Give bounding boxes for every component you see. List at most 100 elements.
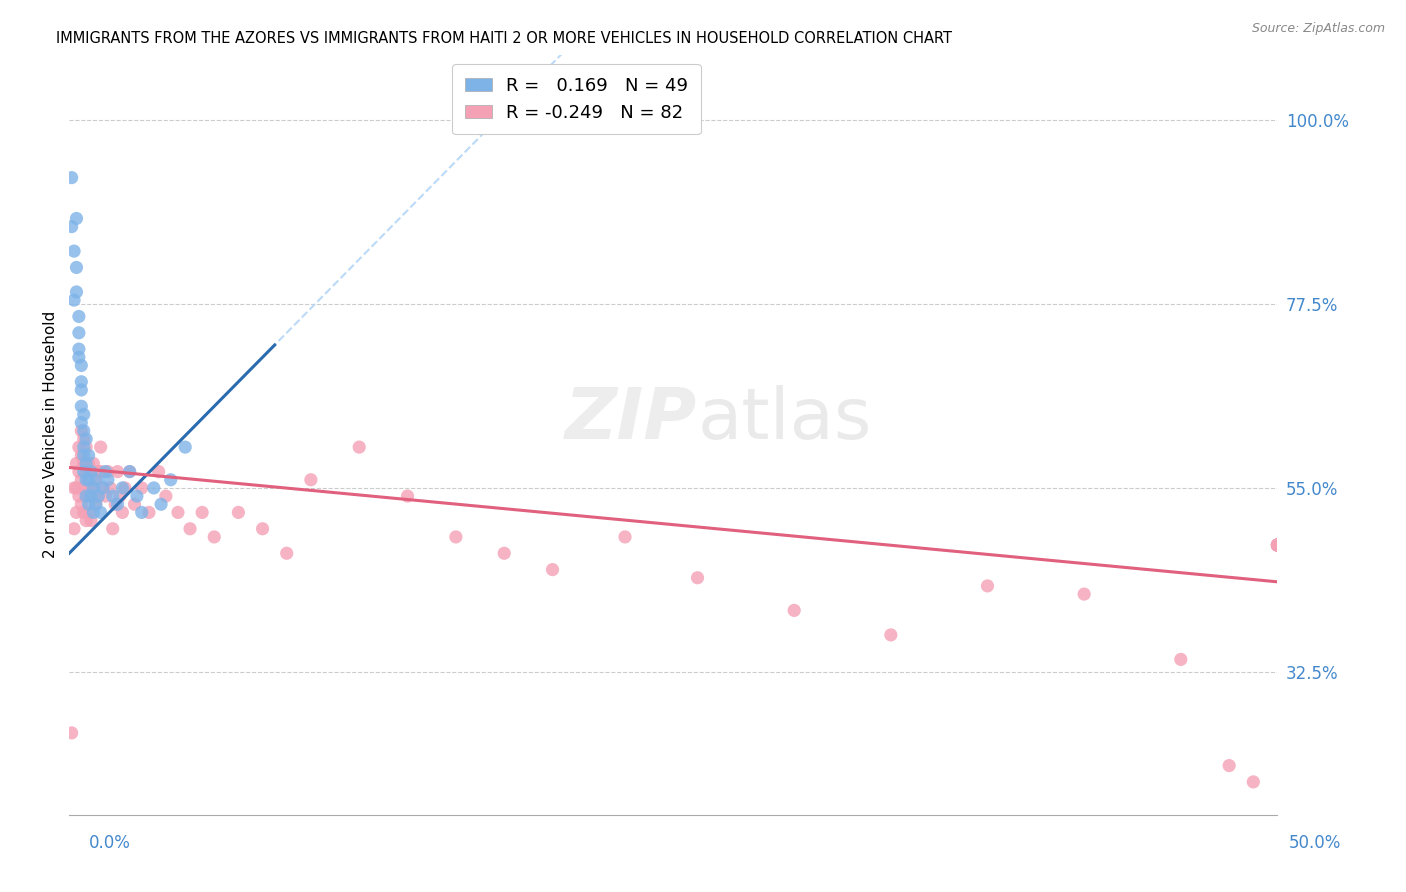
Point [1267,538,1289,552]
Point [1267,538,1289,552]
Text: 0.0%: 0.0% [89,834,131,852]
Point [98,481,121,495]
Point [63,244,86,259]
Point [118,465,141,479]
Point [63,481,86,495]
Point [65,285,87,299]
Point [84,497,107,511]
Point [63,293,86,307]
Point [1170,652,1192,666]
Point [65,211,87,226]
Point [75,440,97,454]
Point [84,473,107,487]
Point [111,481,134,495]
Point [67,342,90,356]
Point [976,579,998,593]
Point [60,170,83,185]
Point [1267,538,1289,552]
Point [77,497,100,511]
Point [73,465,96,479]
Point [1218,758,1240,772]
Point [1267,538,1289,552]
Point [179,522,201,536]
Point [75,514,97,528]
Point [87,465,110,479]
Point [70,424,93,438]
Point [67,440,90,454]
Point [73,440,96,454]
Point [111,505,134,519]
Point [783,603,806,617]
Point [77,505,100,519]
Point [299,473,322,487]
Point [1267,538,1289,552]
Point [138,505,160,519]
Text: ZIP: ZIP [565,385,697,454]
Point [75,489,97,503]
Point [65,481,87,495]
Point [80,465,103,479]
Y-axis label: 2 or more Vehicles in Household: 2 or more Vehicles in Household [44,311,58,558]
Point [159,473,181,487]
Point [444,530,467,544]
Point [80,489,103,503]
Point [60,219,83,234]
Point [396,489,419,503]
Point [90,505,112,519]
Point [80,465,103,479]
Point [77,473,100,487]
Point [84,473,107,487]
Point [65,505,87,519]
Point [73,432,96,446]
Point [97,465,120,479]
Point [70,399,93,413]
Point [202,530,225,544]
Text: 50.0%: 50.0% [1288,834,1341,852]
Point [124,497,146,511]
Point [125,489,148,503]
Point [167,505,190,519]
Point [97,473,120,487]
Point [65,260,87,275]
Point [67,326,90,340]
Point [65,457,87,471]
Point [70,383,93,397]
Point [70,448,93,462]
Point [75,465,97,479]
Point [80,489,103,503]
Point [142,481,165,495]
Point [84,497,107,511]
Point [150,497,173,511]
Point [347,440,370,454]
Point [118,465,141,479]
Point [686,571,709,585]
Point [1267,538,1289,552]
Point [70,375,93,389]
Point [80,514,103,528]
Point [70,497,93,511]
Point [228,505,250,519]
Point [614,530,637,544]
Point [73,408,96,422]
Point [174,440,197,454]
Point [191,505,214,519]
Point [75,473,97,487]
Point [107,497,129,511]
Point [67,465,90,479]
Point [155,489,177,503]
Point [73,448,96,462]
Point [107,465,129,479]
Point [494,546,516,560]
Point [94,465,117,479]
Point [77,448,100,462]
Point [67,489,90,503]
Point [70,359,93,373]
Text: atlas: atlas [697,385,872,454]
Point [880,628,903,642]
Text: IMMIGRANTS FROM THE AZORES VS IMMIGRANTS FROM HAITI 2 OR MORE VEHICLES IN HOUSEH: IMMIGRANTS FROM THE AZORES VS IMMIGRANTS… [56,31,952,46]
Point [87,489,110,503]
Point [82,457,104,471]
Point [104,497,127,511]
Point [276,546,298,560]
Point [73,505,96,519]
